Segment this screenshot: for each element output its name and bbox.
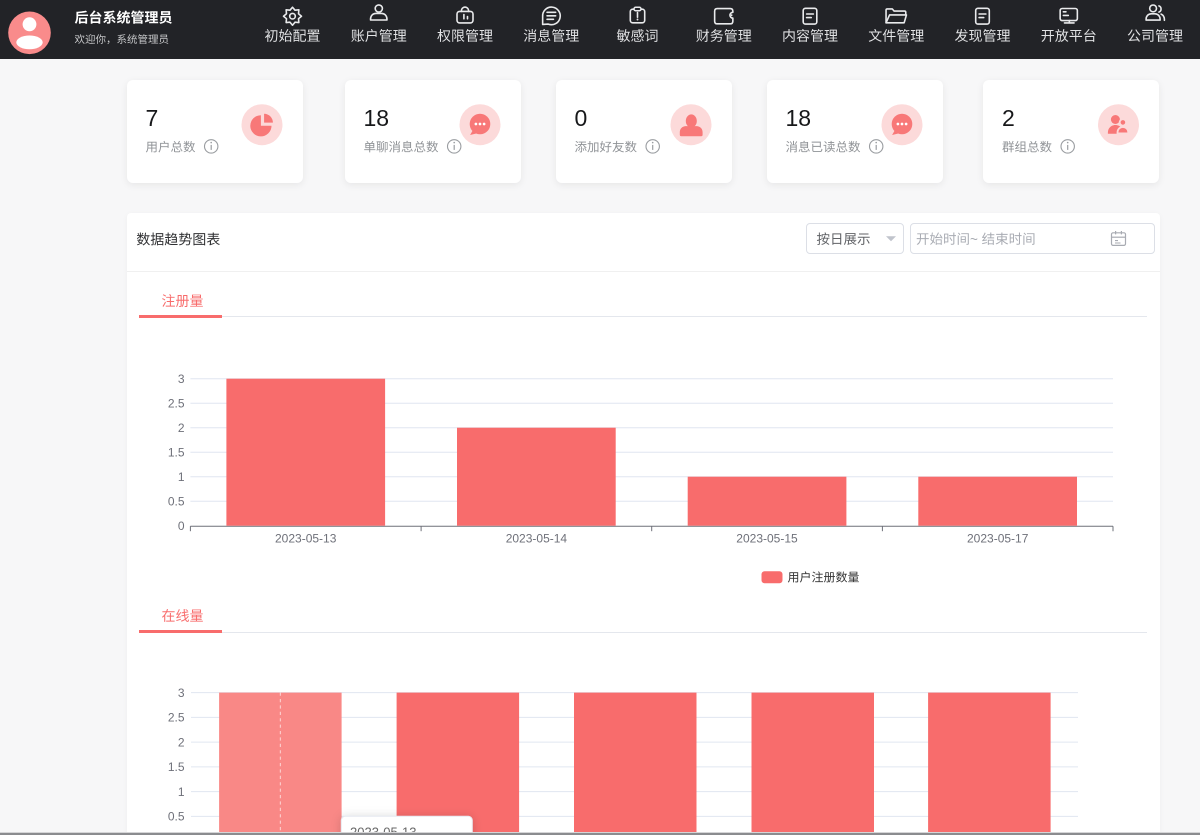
svg-text:2: 2 xyxy=(178,421,185,435)
svg-text:2023-05-13: 2023-05-13 xyxy=(275,532,337,546)
svg-text:0.5: 0.5 xyxy=(168,810,185,824)
svg-text:2: 2 xyxy=(1002,105,1015,131)
svg-text:0: 0 xyxy=(575,105,588,131)
svg-text:~: ~ xyxy=(970,232,982,247)
svg-text:3: 3 xyxy=(178,372,185,386)
svg-text:2023-05-17: 2023-05-17 xyxy=(967,532,1029,546)
svg-text:0: 0 xyxy=(178,519,185,533)
svg-text:2023-05-14: 2023-05-14 xyxy=(506,532,568,546)
svg-text:2: 2 xyxy=(178,735,185,749)
svg-text:1: 1 xyxy=(178,470,185,484)
svg-text:1.5: 1.5 xyxy=(168,445,185,459)
svg-text:2023-05-13: 2023-05-13 xyxy=(350,825,417,835)
svg-text:2.5: 2.5 xyxy=(168,396,185,410)
svg-text:1.5: 1.5 xyxy=(168,760,185,774)
svg-text:1: 1 xyxy=(178,785,185,799)
svg-text:2023-05-15: 2023-05-15 xyxy=(736,532,798,546)
svg-text:3: 3 xyxy=(178,686,185,700)
svg-text:0.5: 0.5 xyxy=(168,494,185,508)
svg-text:7: 7 xyxy=(146,105,159,131)
svg-text:18: 18 xyxy=(364,105,390,131)
svg-text:18: 18 xyxy=(786,105,812,131)
svg-text:2.5: 2.5 xyxy=(168,711,185,725)
